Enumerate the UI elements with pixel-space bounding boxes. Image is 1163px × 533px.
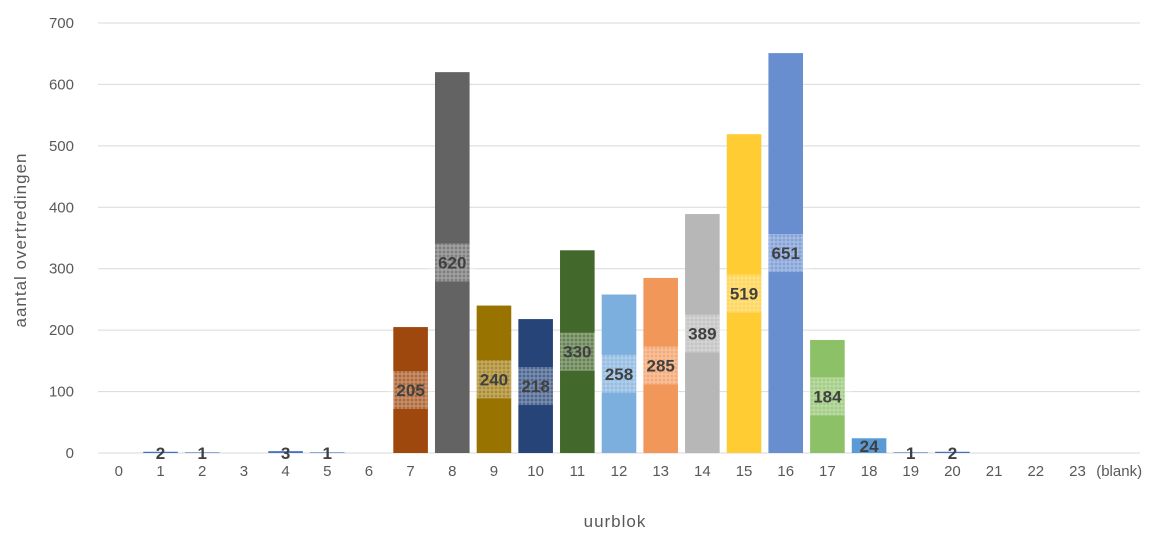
data-label-bg <box>636 346 685 385</box>
bar-5 <box>309 452 345 453</box>
data-label: 285 <box>646 356 674 375</box>
bar-18 <box>851 438 887 453</box>
x-tick-label: 20 <box>944 463 961 480</box>
data-label: 205 <box>396 381 424 400</box>
x-tick-label: 14 <box>694 463 711 480</box>
data-label: 2 <box>948 444 957 463</box>
data-label: 1 <box>197 444 206 463</box>
x-tick-label: 12 <box>611 463 628 480</box>
data-label: 330 <box>563 343 591 362</box>
y-axis-ticks: 0 100 200 300 400 500 600 700 <box>49 15 74 462</box>
y-tick-label: 400 <box>49 199 74 216</box>
x-tick-label: 9 <box>490 463 498 480</box>
x-tick-label: 10 <box>527 463 544 480</box>
x-tick-label: 0 <box>115 463 123 480</box>
data-label-bg <box>720 274 769 313</box>
x-tick-label: 1 <box>156 463 164 480</box>
x-tick-label: 4 <box>281 463 289 480</box>
data-label-bg <box>511 367 560 406</box>
data-label-bg <box>761 234 810 273</box>
y-tick-label: 600 <box>49 76 74 93</box>
data-label: 389 <box>688 325 716 344</box>
y-tick-label: 300 <box>49 261 74 278</box>
data-label: 240 <box>480 370 508 389</box>
data-label: 1 <box>906 444 915 463</box>
data-label: 1 <box>323 444 332 463</box>
x-tick-label: 15 <box>736 463 753 480</box>
x-tick-label: 11 <box>570 463 586 480</box>
x-tick-label: 3 <box>240 463 248 480</box>
x-axis-ticks: 0 1 2 3 4 5 6 7 8 9 10 11 12 13 14 15 16 17 18 19 20 21 22 23 (b… <box>115 463 1142 480</box>
x-tick-label: 8 <box>448 463 456 480</box>
y-tick-label: 700 <box>49 15 74 32</box>
data-label-bg <box>803 377 852 416</box>
x-tick-label: 18 <box>861 463 878 480</box>
x-tick-label: 13 <box>652 463 669 480</box>
data-labels: 2 1 3 1 205 620 240 218 330 258 285 389 519 651 184 24 1… <box>156 234 957 463</box>
bar-2 <box>184 452 220 453</box>
x-tick-label: 21 <box>986 463 1003 480</box>
y-axis-title: aantal overtredingen <box>11 152 30 327</box>
x-tick-label: 19 <box>902 463 919 480</box>
x-axis-title: uurblok <box>584 512 647 531</box>
x-tick-label: 17 <box>819 463 836 480</box>
y-tick-label: 500 <box>49 138 74 155</box>
data-label: 218 <box>521 377 549 396</box>
data-label-bg <box>678 314 727 353</box>
data-label-bg <box>553 332 602 371</box>
bar-4 <box>268 451 303 453</box>
x-tick-label: (blank) <box>1096 463 1142 480</box>
x-tick-label: 22 <box>1027 463 1044 480</box>
data-label-bg <box>595 354 643 393</box>
y-tick-label: 100 <box>49 384 74 401</box>
x-tick-label: 5 <box>323 463 331 480</box>
y-tick-label: 0 <box>66 445 74 462</box>
data-label: 3 <box>281 444 290 463</box>
data-label-bg <box>386 371 435 410</box>
data-label: 519 <box>730 285 758 304</box>
data-label: 620 <box>438 254 466 273</box>
bar-1 <box>143 451 178 453</box>
data-label-bg <box>428 243 477 282</box>
data-label: 651 <box>772 244 800 263</box>
bar-19 <box>893 452 929 453</box>
bar-20 <box>935 451 970 453</box>
x-tick-label: 7 <box>406 463 414 480</box>
data-label: 258 <box>605 365 633 384</box>
data-label: 24 <box>860 437 879 456</box>
y-tick-label: 200 <box>49 322 74 339</box>
data-label: 184 <box>813 387 842 406</box>
x-tick-label: 16 <box>777 463 794 480</box>
data-label: 2 <box>156 444 165 463</box>
x-tick-label: 23 <box>1069 463 1086 480</box>
data-label-bg <box>469 360 518 399</box>
x-tick-label: 6 <box>365 463 373 480</box>
x-tick-label: 2 <box>198 463 206 480</box>
